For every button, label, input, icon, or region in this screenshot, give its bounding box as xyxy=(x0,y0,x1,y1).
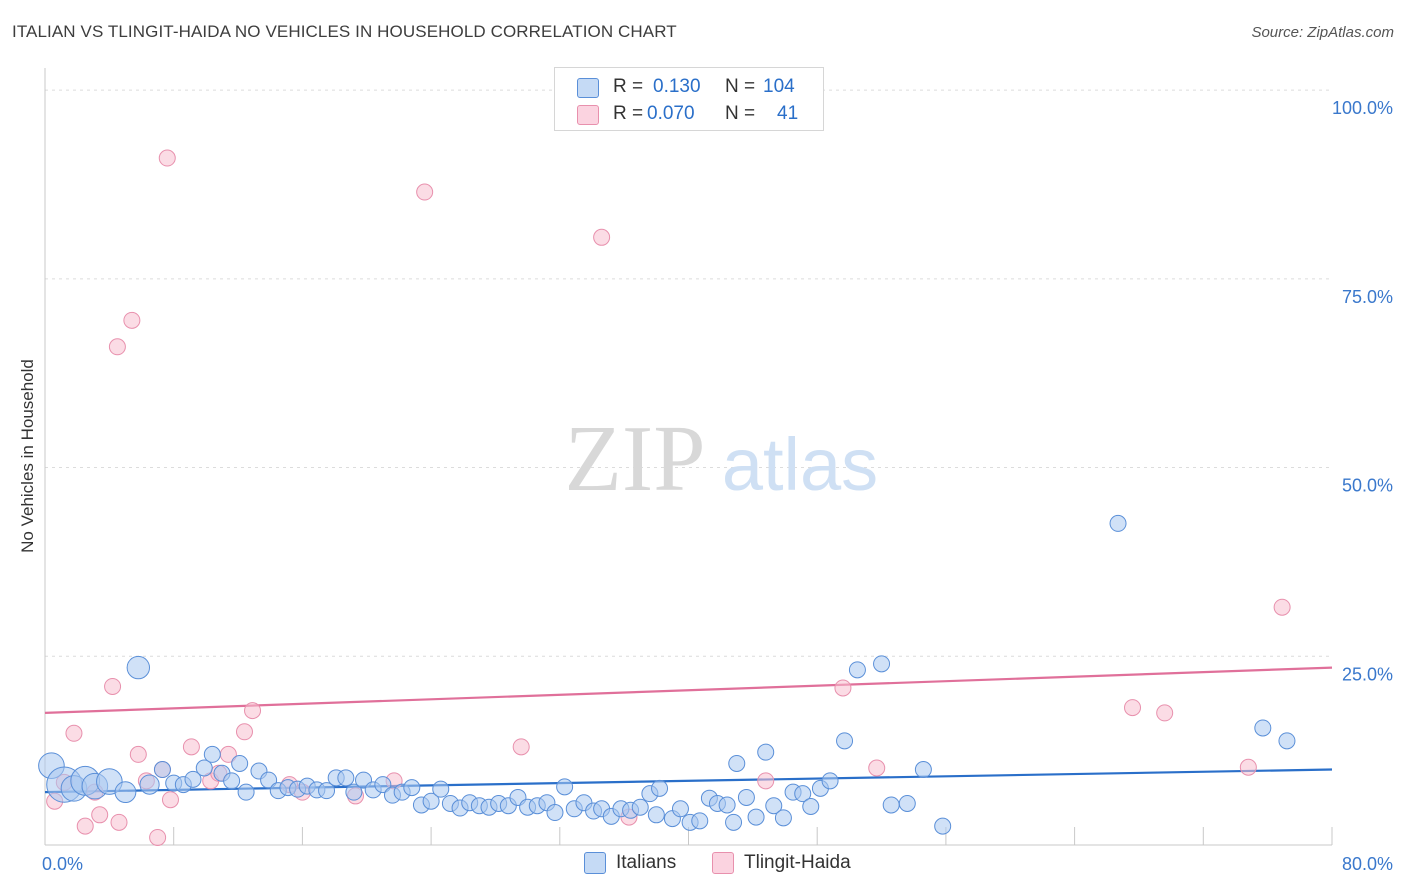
italian-point xyxy=(140,775,159,794)
italian-point xyxy=(433,781,449,797)
legend-item-tlingit[interactable]: Tlingit-Haida xyxy=(712,852,851,874)
n-value: 104 xyxy=(763,76,795,98)
tlingit-swatch xyxy=(577,105,599,125)
n-value: 41 xyxy=(777,103,798,125)
tlingit-point xyxy=(92,807,108,823)
y-tick-label: 75.0% xyxy=(1342,287,1393,307)
watermark-atlas: atlas xyxy=(722,423,878,506)
watermark-zip: ZIP xyxy=(565,407,706,511)
legend-swatch-tlingit xyxy=(712,852,734,874)
y-axis-label: No Vehicles in Household xyxy=(18,359,37,553)
italian-point xyxy=(238,784,254,800)
tlingit-point xyxy=(417,184,433,200)
tlingit-point xyxy=(66,725,82,741)
italian-point xyxy=(1110,515,1126,531)
italian-point xyxy=(692,813,708,829)
legend-label-italians: Italians xyxy=(616,852,676,874)
italian-point xyxy=(822,773,838,789)
tlingit-point xyxy=(159,150,175,166)
tlingit-point xyxy=(183,739,199,755)
italian-point xyxy=(738,789,754,805)
tlingit-point xyxy=(105,678,121,694)
legend-label-tlingit: Tlingit-Haida xyxy=(744,852,851,874)
legend: Italians Tlingit-Haida xyxy=(0,850,1406,878)
italian-point xyxy=(1279,733,1295,749)
italian-point xyxy=(648,807,664,823)
tlingit-point xyxy=(162,792,178,808)
italian-point xyxy=(719,797,735,813)
italian-point xyxy=(632,799,648,815)
italian-point xyxy=(883,797,899,813)
italian-point xyxy=(204,746,220,762)
y-tick-label: 25.0% xyxy=(1342,664,1393,684)
legend-swatch-italians xyxy=(584,852,606,874)
tlingit-point xyxy=(130,746,146,762)
tlingit-point xyxy=(245,703,261,719)
tlingit-point xyxy=(758,773,774,789)
tlingit-point xyxy=(513,739,529,755)
italian-point xyxy=(729,755,745,771)
italian-point xyxy=(748,809,764,825)
italian-point xyxy=(154,762,170,778)
n-label: N = xyxy=(725,76,755,98)
tlingit-point xyxy=(124,312,140,328)
tlingit-point xyxy=(109,339,125,355)
tlingit-point xyxy=(594,229,610,245)
italian-point xyxy=(1255,720,1271,736)
legend-item-italians[interactable]: Italians xyxy=(584,852,676,874)
tlingit-point xyxy=(236,724,252,740)
italian-point xyxy=(758,744,774,760)
italian-point xyxy=(115,782,136,803)
italian-point xyxy=(915,762,931,778)
tlingit-point xyxy=(77,818,93,834)
italian-point xyxy=(726,814,742,830)
italian-point xyxy=(557,779,573,795)
stats-box: R = 0.130 N = 104 R = 0.070 N = 41 xyxy=(554,67,824,131)
italian-point xyxy=(935,818,951,834)
stats-row-tlingit: R = 0.070 N = 41 xyxy=(555,102,823,126)
tlingit-point xyxy=(1274,599,1290,615)
italian-point xyxy=(232,755,248,771)
n-label: N = xyxy=(725,103,755,125)
italian-point xyxy=(127,656,149,678)
stats-row-italians: R = 0.130 N = 104 xyxy=(555,75,823,99)
y-tick-label: 100.0% xyxy=(1332,98,1393,118)
italian-point xyxy=(652,780,668,796)
italians-swatch xyxy=(577,78,599,98)
italian-point xyxy=(849,662,865,678)
italian-point xyxy=(672,801,688,817)
r-value: 0.130 xyxy=(653,76,701,98)
tlingit-point xyxy=(835,680,851,696)
r-value: 0.070 xyxy=(647,103,695,125)
italian-point xyxy=(224,773,240,789)
italian-point xyxy=(547,805,563,821)
scatter-chart: ZIP atlas 25.0%50.0%75.0%100.0% 0.0% 80.0… xyxy=(0,0,1406,892)
tlingit-point xyxy=(150,829,166,845)
tlingit-point xyxy=(111,814,127,830)
tlingit-point xyxy=(1157,705,1173,721)
r-label: R = xyxy=(613,76,643,98)
italian-point xyxy=(404,780,420,796)
italian-point xyxy=(775,810,791,826)
italian-point xyxy=(803,799,819,815)
italian-point xyxy=(899,795,915,811)
y-tick-label: 50.0% xyxy=(1342,476,1393,496)
tlingit-point xyxy=(1125,700,1141,716)
italian-point xyxy=(837,733,853,749)
tlingit-point xyxy=(1240,759,1256,775)
r-label: R = xyxy=(613,103,643,125)
italian-point xyxy=(874,656,890,672)
italian-point xyxy=(338,770,354,786)
tlingit-point xyxy=(869,760,885,776)
gridlines xyxy=(45,90,1332,656)
y-tick-labels: 25.0% 50.0% 75.0% 100.0% xyxy=(1332,98,1393,684)
